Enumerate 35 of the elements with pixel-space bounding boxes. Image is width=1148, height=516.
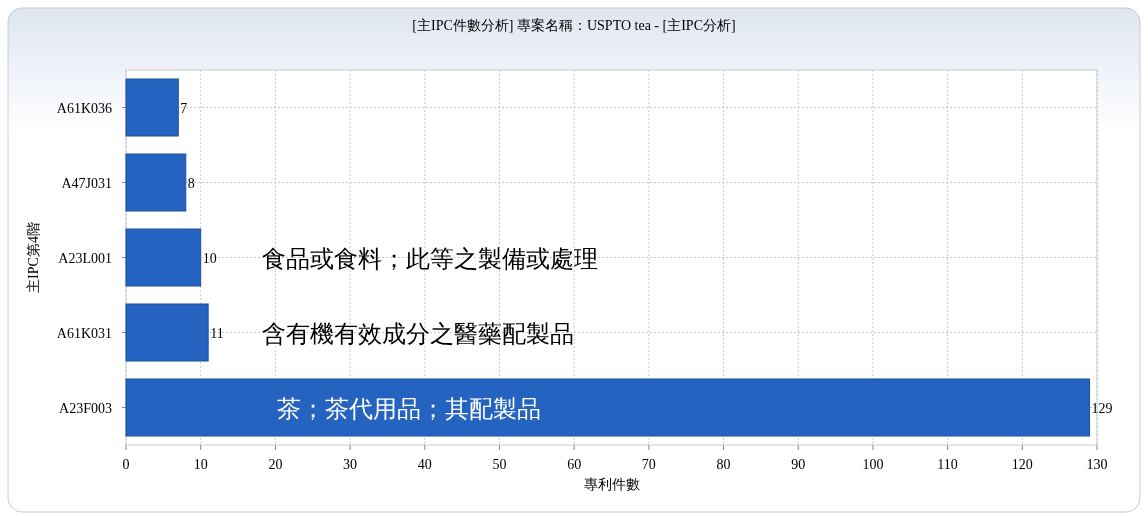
data-label: 10 bbox=[202, 250, 217, 266]
bar bbox=[125, 378, 1091, 437]
y-tick-label: A23F003 bbox=[59, 400, 112, 416]
data-label: 8 bbox=[187, 175, 195, 191]
chart-title: [主IPC件數分析] 專案名稱：USPTO tea - [主IPC分析] bbox=[412, 17, 736, 33]
bar bbox=[125, 153, 187, 212]
x-axis-title: 專利件數 bbox=[583, 477, 640, 492]
x-tick-label: 70 bbox=[641, 457, 656, 472]
x-tick-label: 50 bbox=[492, 457, 507, 472]
x-tick-label: 90 bbox=[791, 457, 806, 472]
x-tick-label: 30 bbox=[343, 457, 358, 472]
bar bbox=[125, 303, 209, 362]
x-tick-label: 60 bbox=[567, 457, 582, 472]
y-tick-label: A23L001 bbox=[58, 250, 112, 266]
annotation: 含有機有效成分之醫藥配製品 bbox=[261, 319, 574, 348]
bar bbox=[125, 228, 202, 287]
x-tick-label: 80 bbox=[716, 457, 731, 472]
x-tick-label: 130 bbox=[1086, 457, 1108, 472]
annotation: 茶；茶代用品；其配製品 bbox=[276, 394, 541, 423]
y-tick-label: A47J031 bbox=[61, 175, 112, 191]
x-tick-label: 10 bbox=[193, 457, 208, 472]
y-axis-title: 主IPC第4階 bbox=[26, 222, 41, 293]
y-tick-label: A61K031 bbox=[56, 325, 112, 341]
x-tick-label: 40 bbox=[417, 457, 432, 472]
data-label: 129 bbox=[1091, 400, 1113, 416]
annotation: 食品或食料；此等之製備或處理 bbox=[261, 244, 598, 273]
data-label: 7 bbox=[180, 100, 188, 116]
y-tick-label: A61K036 bbox=[56, 100, 112, 116]
data-label: 11 bbox=[210, 325, 224, 341]
x-tick-label: 0 bbox=[122, 457, 130, 472]
x-tick-label: 120 bbox=[1011, 457, 1033, 472]
x-tick-label: 20 bbox=[268, 457, 283, 472]
x-tick-label: 100 bbox=[862, 457, 884, 472]
x-tick-label: 110 bbox=[937, 457, 958, 472]
bar bbox=[125, 78, 179, 137]
